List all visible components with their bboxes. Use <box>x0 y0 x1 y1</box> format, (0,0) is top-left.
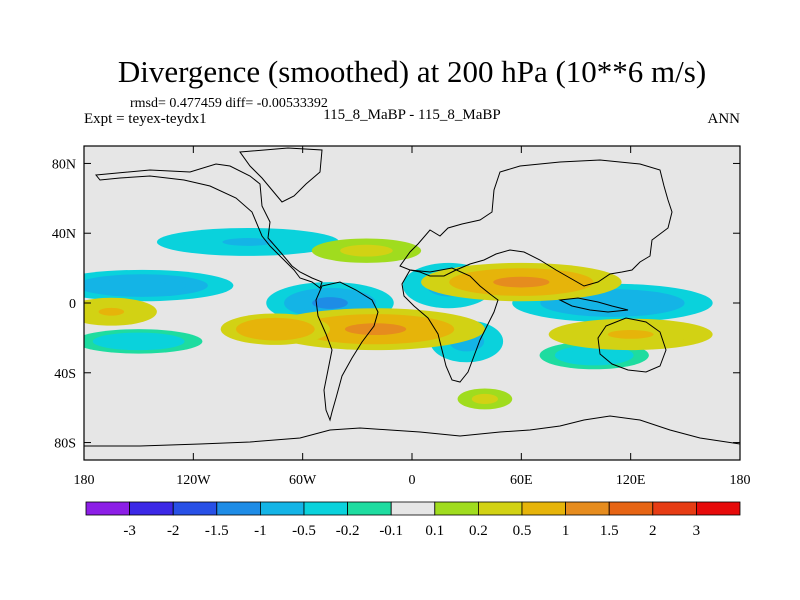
colorbar-label: -0.2 <box>336 523 360 539</box>
colorbar-swatch <box>696 501 741 516</box>
experiment-label: Expt = teyex-teydx1 <box>84 111 207 127</box>
x-axis: 180 120W 60W 0 60E 120E 180 <box>74 146 751 488</box>
x-tick-label: 180 <box>74 473 95 488</box>
x-tick-label: 120E <box>616 473 646 488</box>
y-tick-label: 0 <box>69 297 76 312</box>
y-tick-label: 40N <box>52 227 76 242</box>
x-tick-label: 60E <box>510 473 533 488</box>
contour-region-enp-pos-3 <box>493 276 550 288</box>
colorbar-swatch <box>477 501 523 516</box>
colorbar-swatch <box>85 501 130 516</box>
colorbar-swatch <box>608 501 654 516</box>
colorbar-swatch <box>434 501 479 516</box>
colorbar-swatch <box>521 501 566 516</box>
colorbar-label: -0.5 <box>292 523 316 539</box>
colorbar-label: 0.2 <box>469 523 488 539</box>
contour-region-si-pos-3 <box>607 330 654 339</box>
y-tick-label: 80N <box>52 157 76 172</box>
x-tick-label: 180 <box>730 473 751 488</box>
coastline-south-america <box>315 281 379 422</box>
plot-area <box>84 146 740 460</box>
contour-region-cpac-neg-3 <box>116 281 168 290</box>
case-label: 115_8_MaBP - 115_8_MaBP <box>323 107 501 123</box>
x-tick-label: 120W <box>176 473 211 488</box>
coastline-africa <box>401 267 499 383</box>
colorbar-label: 1 <box>562 523 570 539</box>
x-tick-label: 0 <box>409 473 416 488</box>
coastlines <box>84 147 740 447</box>
stats-label: rmsd= 0.477459 diff= -0.00533392 <box>130 96 328 111</box>
contour-region-sp-pos-2-3 <box>260 324 291 334</box>
contour-region-atl-neg-3 <box>312 297 348 309</box>
coastline-greenland <box>239 147 323 203</box>
colorbar-swatch <box>652 501 697 516</box>
coastline-indonesia <box>558 297 629 313</box>
colorbar-swatch <box>347 501 392 516</box>
y-axis: 80N 40N 0 40S 80S <box>52 157 740 452</box>
colorbar-label: 0.5 <box>513 523 532 539</box>
coastline-antarctica <box>84 415 740 447</box>
colorbar-label: 0.1 <box>425 523 444 539</box>
colorbar-label: 2 <box>649 523 657 539</box>
colorbar-swatch <box>216 501 261 516</box>
season-label: ANN <box>708 111 741 127</box>
contour-region-nh-neg-band-3 <box>222 238 274 246</box>
contour-region-sp-pos-3 <box>344 323 407 336</box>
contour-region-nat-pos-3 <box>351 247 382 255</box>
y-tick-label: 80S <box>54 437 76 452</box>
contour-region-pac-pos-east-3 <box>98 307 125 316</box>
colorbar-swatch <box>172 501 218 516</box>
contour-region-sa-pos-3 <box>477 396 493 402</box>
colorbar-swatch <box>390 501 436 516</box>
colorbar-label: -1 <box>254 523 267 539</box>
chart-title: Divergence (smoothed) at 200 hPa (10**6 … <box>118 54 706 89</box>
colorbar-label: -1.5 <box>205 523 229 539</box>
colorbar-label: 1.5 <box>600 523 619 539</box>
colorbar-swatch <box>303 501 348 516</box>
contour-region-wnp-neg-3 <box>584 297 641 309</box>
contour-fill-layer <box>84 227 713 410</box>
x-tick-label: 60W <box>289 473 317 488</box>
colorbar-label: -2 <box>167 523 180 539</box>
colorbar-swatch <box>129 501 174 516</box>
contour-region-sh-neg-3 <box>120 337 157 345</box>
coastline-australia <box>597 317 667 373</box>
colorbar-label: -3 <box>123 523 136 539</box>
contour-region-sh-neg-2-3 <box>578 351 610 360</box>
coastline-north-america <box>95 163 323 289</box>
coastline-eurasia <box>399 159 673 287</box>
y-tick-label: 40S <box>54 367 76 382</box>
colorbar-swatch <box>259 501 305 516</box>
colorbar-label: -0.1 <box>379 523 403 539</box>
colorbar-swatch <box>565 501 610 516</box>
colorbar-label: 3 <box>693 523 701 539</box>
colorbar: -3 -2 -1.5 -1 -0.5 -0.2 -0.1 0.1 0.2 0.5 1 1.5 2 3 <box>85 501 741 539</box>
